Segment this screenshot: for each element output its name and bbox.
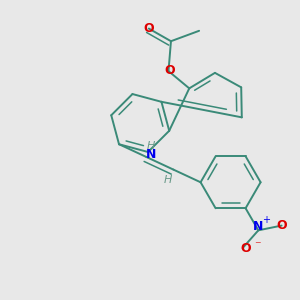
Text: H: H xyxy=(147,141,155,151)
Text: ⁻: ⁻ xyxy=(254,240,261,253)
Text: N: N xyxy=(146,148,156,160)
Text: +: + xyxy=(262,215,270,225)
Text: O: O xyxy=(143,22,154,35)
Text: N: N xyxy=(253,220,263,233)
Text: H: H xyxy=(164,176,172,185)
Text: O: O xyxy=(276,219,287,232)
Text: O: O xyxy=(164,64,175,76)
Text: O: O xyxy=(240,242,251,255)
